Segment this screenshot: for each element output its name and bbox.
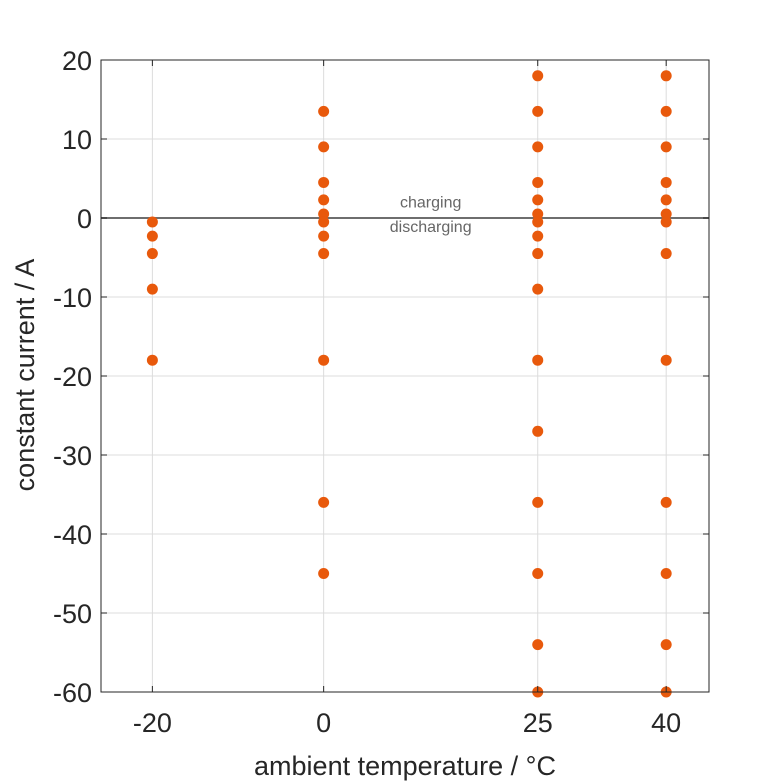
data-point [146,354,158,366]
data-point [660,216,672,228]
data-point [660,496,672,508]
y-tick-label: 10 [62,125,92,155]
data-point [660,141,672,153]
data-point [318,568,330,579]
y-tick-label: 0 [77,204,92,234]
x-tick-label: 40 [651,708,681,738]
x-tick-label: 25 [523,708,553,738]
data-point [660,354,672,366]
data-point [318,141,330,153]
data-point [660,208,672,220]
data-point [660,639,672,651]
annotations: charging discharging [390,195,472,236]
data-point [318,208,330,220]
data-point [318,105,330,117]
data-point [532,208,544,220]
x-axis-title: ambient temperature / °C [254,751,556,781]
y-tick-label: -30 [53,441,92,471]
data-point [532,216,544,228]
y-tick-label: -20 [53,362,92,392]
data-point [660,176,672,188]
data-point [532,230,544,242]
data-point [146,283,158,295]
data-point [660,194,672,206]
y-tick-label: -50 [53,599,92,629]
y-axis-title: constant current / A [10,259,40,492]
data-point [660,568,672,579]
data-point [660,105,672,117]
data-point [318,248,330,260]
data-point [318,230,330,242]
data-point [532,105,544,117]
data-point [532,496,544,508]
data-point [532,176,544,188]
y-tick-label: -60 [53,678,92,708]
data-point [318,354,330,366]
y-tick-label: -40 [53,520,92,550]
data-point [532,70,544,82]
data-point [532,248,544,260]
x-tick-label: -20 [133,708,172,738]
data-point [660,70,672,82]
data-point [146,230,158,242]
data-point [532,639,544,651]
y-tick-label: 20 [62,46,92,76]
data-point [318,176,330,188]
data-point [318,496,330,508]
x-tick-label: 0 [316,708,331,738]
data-point [532,141,544,153]
data-point [146,248,158,260]
data-point [532,194,544,206]
y-tick-label: -10 [53,283,92,313]
y-axis-ticks: 20 10 0 -10 -20 -30 -40 -50 -60 [53,46,709,708]
data-point [318,216,330,228]
data-point [532,283,544,295]
data-point [532,354,544,366]
data-points [146,70,672,698]
annotation-label: charging [400,195,461,212]
data-point [146,216,158,228]
annotation-label: discharging [390,219,472,236]
data-point [532,568,544,579]
data-point [532,425,544,437]
data-point [318,194,330,206]
data-point [660,248,672,260]
grid-lines [101,59,709,693]
x-axis-ticks: -20 0 25 40 [133,60,681,738]
